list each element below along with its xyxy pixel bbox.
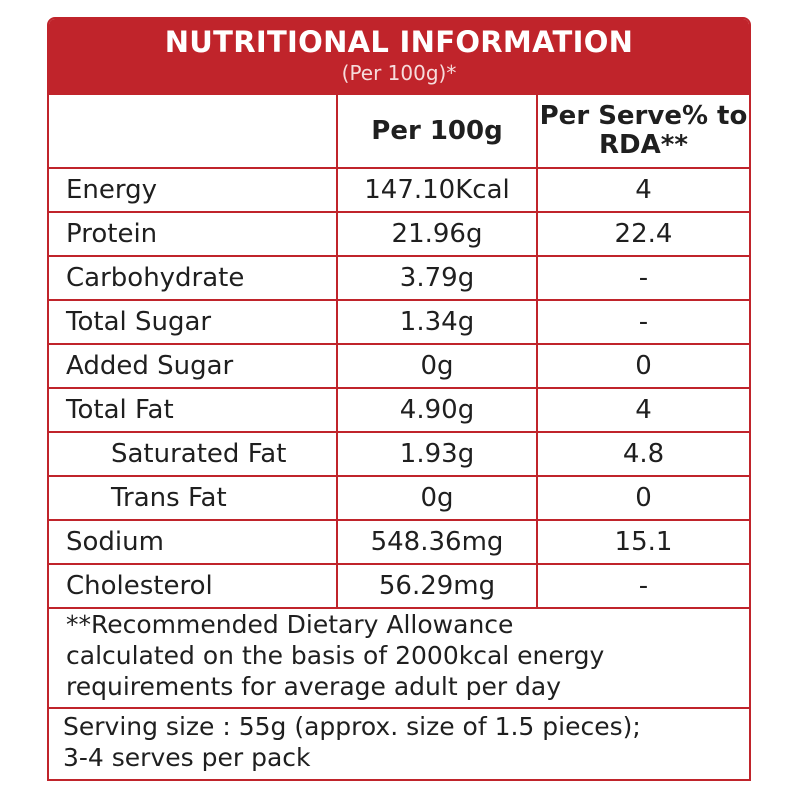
table-row: Energy 147.10Kcal 4 xyxy=(49,168,749,213)
column-header-rda: Per Serve% to RDA** xyxy=(536,95,749,169)
rda-value: 4.8 xyxy=(536,431,749,477)
table-row: Trans Fat 0g 0 xyxy=(49,475,749,521)
nutrient-name: Cholesterol xyxy=(49,563,338,609)
nutrition-panel: NUTRITIONAL INFORMATION (Per 100g)* Per … xyxy=(47,17,751,781)
panel-title: NUTRITIONAL INFORMATION xyxy=(164,25,634,59)
table-header-row: Per 100g Per Serve% to RDA** xyxy=(49,95,749,169)
serving-line: Serving size : 55g (approx. size of 1.5 … xyxy=(63,712,641,741)
table-row: Cholesterol 56.29mg - xyxy=(49,563,749,609)
rda-value: 22.4 xyxy=(536,211,749,257)
table-row: Protein 21.96g 22.4 xyxy=(49,211,749,257)
per-100g-value: 3.79g xyxy=(336,255,538,301)
column-header-per-100g: Per 100g xyxy=(336,95,538,169)
nutrient-name: Added Sugar xyxy=(49,343,338,389)
per-100g-value: 21.96g xyxy=(336,211,538,257)
rda-value: - xyxy=(536,255,749,301)
nutrient-name: Trans Fat xyxy=(49,475,338,521)
per-100g-value: 0g xyxy=(336,343,538,389)
table-row: Saturated Fat 1.93g 4.8 xyxy=(49,431,749,477)
nutrition-header: NUTRITIONAL INFORMATION (Per 100g)* xyxy=(49,19,749,95)
per-100g-value: 548.36mg xyxy=(336,519,538,565)
nutrient-name: Carbohydrate xyxy=(49,255,338,301)
rda-value: 0 xyxy=(536,343,749,389)
table-row: Carbohydrate 3.79g - xyxy=(49,255,749,301)
nutrient-name: Saturated Fat xyxy=(49,431,338,477)
serving-info: Serving size : 55g (approx. size of 1.5 … xyxy=(49,709,749,773)
footnote-line: calculated on the basis of 2000kcal ener… xyxy=(66,641,605,670)
per-100g-value: 147.10Kcal xyxy=(336,168,538,213)
per-100g-value: 1.93g xyxy=(336,431,538,477)
rda-value: - xyxy=(536,563,749,609)
nutrient-name: Sodium xyxy=(49,519,338,565)
rda-value: 4 xyxy=(536,387,749,433)
per-100g-value: 1.34g xyxy=(336,299,538,345)
nutrient-name: Energy xyxy=(49,168,338,213)
table-row: Sodium 548.36mg 15.1 xyxy=(49,519,749,565)
nutrient-name: Total Fat xyxy=(49,387,338,433)
nutrient-name: Total Sugar xyxy=(49,299,338,345)
per-100g-value: 4.90g xyxy=(336,387,538,433)
column-header-nutrient xyxy=(49,95,338,169)
table-row: Added Sugar 0g 0 xyxy=(49,343,749,389)
nutrition-table: Per 100g Per Serve% to RDA** Energy 147.1… xyxy=(49,95,749,609)
footnote-line: requirements for average adult per day xyxy=(66,672,562,701)
footnote-line: **Recommended Dietary Allowance xyxy=(66,610,514,639)
panel-subtitle: (Per 100g)* xyxy=(341,61,457,85)
rda-value: 15.1 xyxy=(536,519,749,565)
serving-line: 3-4 serves per pack xyxy=(63,743,311,772)
rda-value: 0 xyxy=(536,475,749,521)
per-100g-value: 0g xyxy=(336,475,538,521)
nutrient-name: Protein xyxy=(49,211,338,257)
table-row: Total Sugar 1.34g - xyxy=(49,299,749,345)
rda-value: 4 xyxy=(536,168,749,213)
per-100g-value: 56.29mg xyxy=(336,563,538,609)
rda-footnote: **Recommended Dietary Allowance calculat… xyxy=(49,607,749,709)
table-row: Total Fat 4.90g 4 xyxy=(49,387,749,433)
rda-value: - xyxy=(536,299,749,345)
